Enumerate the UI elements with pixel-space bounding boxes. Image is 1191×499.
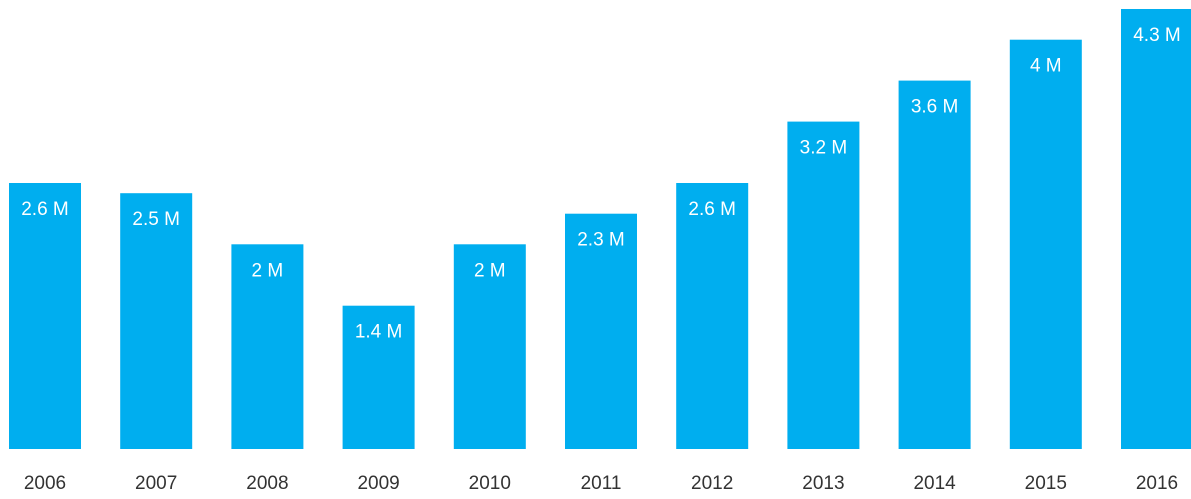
x-tick-label-2012: 2012 (691, 473, 733, 494)
data-labels-layer: 2.6 M 2.5 M 2 M 1.4 M 2 M 2.3 M 2.6 M 3.2 M 3.6 … (21, 25, 1181, 343)
x-tick-label-2011: 2011 (581, 473, 622, 494)
data-label-2015: 4 M (1030, 56, 1062, 77)
bar-2008 (231, 244, 304, 449)
bar-2006 (9, 183, 81, 449)
data-label-2010: 2 M (474, 260, 506, 281)
bar-2011 (565, 213, 637, 449)
data-label-2006: 2.6 M (21, 199, 69, 220)
x-tick-label-2013: 2013 (802, 473, 844, 494)
bars-layer (9, 9, 1191, 449)
x-tick-label-2010: 2010 (469, 473, 511, 494)
bar-2010 (453, 244, 526, 449)
bar-2009 (342, 305, 415, 449)
x-tick-label-2015: 2015 (1025, 473, 1067, 494)
data-label-2009: 1.4 M (355, 322, 403, 343)
x-tick-label-2006: 2006 (24, 473, 66, 494)
data-label-2011: 2.3 M (577, 230, 625, 251)
bar-2016 (1121, 9, 1191, 449)
x-tick-labels-layer: 2006 2007 2008 2009 2010 2011 2012 2013 2014 2015… (24, 473, 1178, 494)
bar-2007 (120, 193, 193, 449)
data-label-2012: 2.6 M (688, 199, 736, 220)
x-tick-label-2014: 2014 (913, 473, 956, 494)
bar-2012 (676, 183, 749, 449)
x-tick-label-2007: 2007 (135, 473, 177, 494)
x-tick-label-2008: 2008 (246, 473, 288, 494)
data-label-2008: 2 M (252, 260, 284, 281)
data-label-2013: 3.2 M (800, 138, 848, 159)
x-tick-label-2016: 2016 (1136, 473, 1178, 494)
bar-2015 (1009, 39, 1082, 449)
data-label-2007: 2.5 M (132, 209, 180, 230)
bar-2013 (787, 121, 860, 449)
x-tick-label-2009: 2009 (357, 473, 399, 494)
data-label-2016: 4.3 M (1133, 25, 1181, 46)
bar-2014 (898, 80, 971, 449)
data-label-2014: 3.6 M (911, 97, 959, 118)
